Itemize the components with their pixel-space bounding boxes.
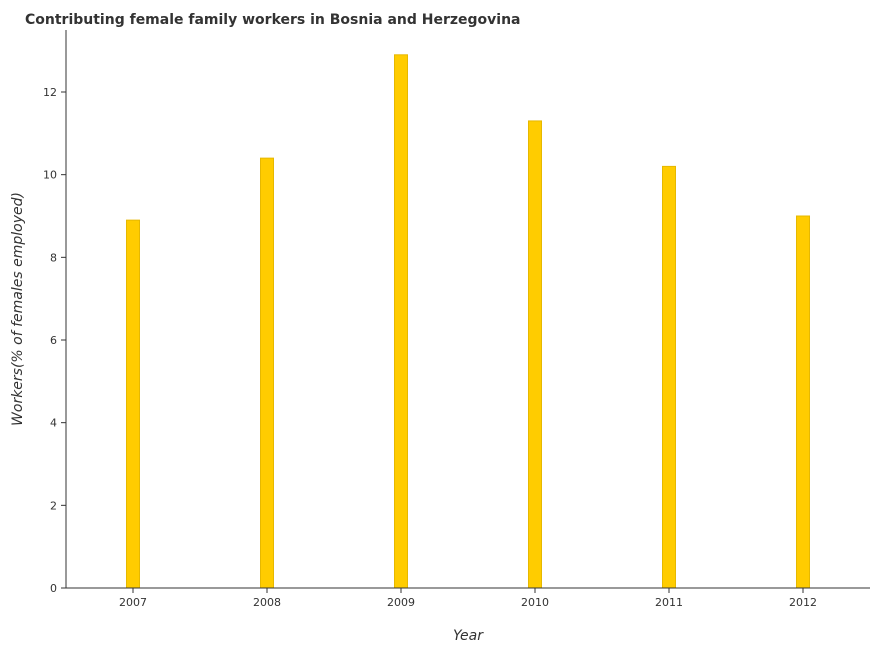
x-tick-label: 2009 (387, 596, 415, 609)
x-tick-label: 2007 (119, 596, 147, 609)
bar-2012 (796, 215, 810, 589)
bar-2007 (126, 219, 140, 589)
y-tick-label: 2 (50, 499, 57, 512)
y-tick-label: 6 (50, 334, 57, 347)
bar-2010 (528, 120, 542, 589)
x-axis: 2007 2008 2009 2010 2011 2012 (119, 588, 817, 609)
x-axis-label: Year (453, 628, 484, 644)
y-axis-label: Workers(% of females employed) (10, 192, 26, 426)
y-tick-label: 10 (43, 169, 57, 182)
chart-title: Contributing female family workers in Bo… (25, 12, 521, 28)
bars (126, 54, 810, 589)
x-tick-label: 2012 (789, 596, 817, 609)
bar-2011 (662, 165, 676, 589)
bar-2009 (394, 54, 408, 589)
x-tick-label: 2008 (253, 596, 281, 609)
y-tick-label: 8 (50, 251, 57, 264)
x-tick-label: 2010 (521, 596, 549, 609)
y-tick-label: 12 (43, 86, 57, 99)
y-tick-label: 0 (50, 582, 57, 595)
y-axis: 0 2 4 6 8 10 12 (43, 86, 66, 595)
x-tick-label: 2011 (655, 596, 683, 609)
y-tick-label: 4 (50, 417, 57, 430)
bar-2008 (260, 157, 274, 589)
